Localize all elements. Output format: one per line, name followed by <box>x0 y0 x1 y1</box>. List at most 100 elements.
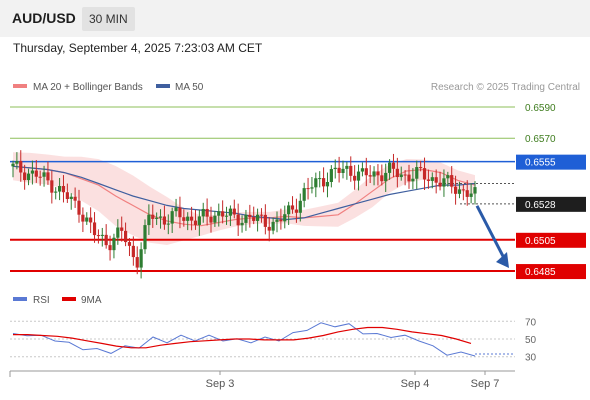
candle-body <box>434 177 438 183</box>
candle-body <box>279 219 283 222</box>
candle-body <box>166 223 170 225</box>
bollinger-bands <box>13 152 475 245</box>
resistance-label: 0.6570 <box>525 134 556 145</box>
candle-body <box>395 168 399 178</box>
rsi-line <box>12 322 476 357</box>
candle-body <box>372 171 376 177</box>
candle-body <box>384 172 388 182</box>
candle-body <box>147 214 151 226</box>
candle-body <box>54 191 58 193</box>
candle-body <box>314 178 318 188</box>
candle-body <box>263 214 267 227</box>
rsi-tick-label: 50 <box>525 335 537 346</box>
candle-body <box>139 249 143 268</box>
candle-body <box>248 214 252 218</box>
candle-body <box>302 188 306 201</box>
candle-body <box>469 193 473 197</box>
candle-body <box>205 208 209 217</box>
candle-body <box>294 209 299 213</box>
x-axis-tick-label: Sep 3 <box>206 378 235 390</box>
candle-body <box>57 186 62 192</box>
candle-body <box>104 234 108 246</box>
support-label: 0.6505 <box>525 236 556 247</box>
rsi-tick-label: 70 <box>525 317 537 328</box>
candle-body <box>364 168 368 176</box>
candle-body <box>255 214 260 221</box>
candle-body <box>178 207 182 218</box>
candle-body <box>89 217 93 223</box>
candle-body <box>341 168 345 174</box>
pivot-label-bg <box>516 154 586 170</box>
candle-body <box>415 167 419 179</box>
candle-body <box>450 175 454 187</box>
candle-body <box>112 237 116 251</box>
candle-body <box>65 192 69 200</box>
candle-body <box>100 234 104 236</box>
candlesticks <box>11 150 477 279</box>
support-label-bg <box>516 232 586 248</box>
candle-body <box>213 215 217 223</box>
candle-body <box>267 226 271 231</box>
x-axis: Sep 3 Sep 4 Sep 7 <box>9 370 515 390</box>
candle-body <box>411 178 415 182</box>
candle-body <box>135 257 139 268</box>
candle-body <box>345 165 349 169</box>
candle-body <box>368 175 372 177</box>
candle-body <box>42 172 46 177</box>
candle-body <box>26 173 31 181</box>
candle-body <box>457 189 462 194</box>
candle-body <box>271 221 275 231</box>
candle-body <box>23 172 27 181</box>
candle-body <box>376 171 380 176</box>
candle-body <box>92 222 97 236</box>
candle-body <box>151 214 155 219</box>
candle-body <box>209 216 213 223</box>
rsi-legend-label: RSI <box>33 295 50 306</box>
candle-body <box>189 216 194 221</box>
current-price-label: 0.6528 <box>525 200 556 211</box>
candle-body <box>356 171 361 181</box>
candle-body <box>228 208 233 216</box>
x-axis-tick-label: Sep 4 <box>401 378 430 390</box>
candle-body <box>442 178 446 187</box>
ma50-legend-swatch <box>156 84 170 88</box>
support-label: 0.6485 <box>525 267 556 278</box>
candle-body <box>221 211 225 217</box>
candle-body <box>290 205 295 210</box>
candle-body <box>407 174 411 182</box>
candle-body <box>337 167 341 174</box>
timeframe-button[interactable]: 30 MIN <box>82 7 135 31</box>
candle-body <box>430 177 434 181</box>
candle-body <box>473 187 477 194</box>
candle-body <box>69 196 73 200</box>
candle-body <box>174 207 178 212</box>
candle-body <box>318 178 322 180</box>
candle-body <box>170 211 174 224</box>
forecast-arrow-head <box>496 252 509 269</box>
support-label-bg <box>516 264 586 280</box>
ma50-line <box>12 165 476 221</box>
candle-body <box>236 214 240 226</box>
candle-body <box>73 196 77 201</box>
candle-body <box>287 205 291 215</box>
candle-body <box>155 217 159 219</box>
candle-body <box>34 170 38 177</box>
candle-body <box>399 174 403 178</box>
x-axis-tick-label: Sep 7 <box>471 378 500 390</box>
rsi-ma-line <box>13 326 472 349</box>
candle-body <box>123 230 128 243</box>
candle-body <box>333 167 337 170</box>
rsi-ma-legend-swatch <box>62 297 76 301</box>
candle-body <box>116 227 120 238</box>
candle-body <box>193 220 198 225</box>
candle-body <box>131 245 135 258</box>
candle-body <box>11 163 15 167</box>
candle-body <box>461 189 465 191</box>
candle-body <box>353 175 357 181</box>
candle-body <box>232 208 236 215</box>
candle-body <box>30 170 35 174</box>
candle-body <box>186 216 190 221</box>
candle-body <box>244 214 248 223</box>
chart-datetime: Thursday, September 4, 2025 7:23:03 AM C… <box>13 41 263 55</box>
